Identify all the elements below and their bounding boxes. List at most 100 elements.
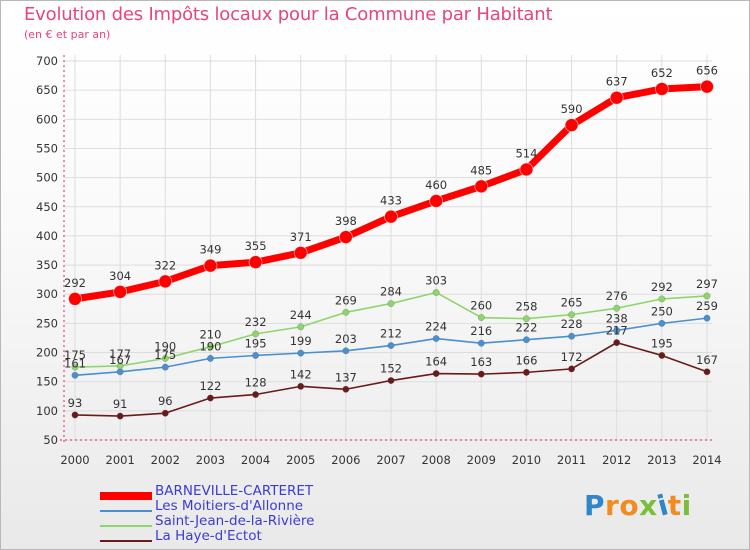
data-point bbox=[568, 365, 576, 373]
data-label: 161 bbox=[64, 356, 86, 370]
data-point bbox=[522, 315, 530, 323]
data-label: 96 bbox=[158, 394, 173, 408]
data-label: 91 bbox=[113, 397, 128, 411]
data-label: 210 bbox=[199, 328, 221, 342]
data-point bbox=[613, 339, 621, 347]
data-label: 244 bbox=[290, 308, 312, 322]
y-tick-label: 50 bbox=[43, 433, 58, 447]
data-point bbox=[564, 118, 579, 133]
legend-swatch-barneville-carteret bbox=[100, 492, 152, 500]
y-tick-label: 450 bbox=[36, 200, 58, 214]
data-label: 152 bbox=[380, 362, 402, 376]
data-label: 656 bbox=[696, 64, 718, 78]
data-label: 228 bbox=[561, 317, 583, 331]
data-point bbox=[71, 411, 79, 419]
data-point bbox=[658, 319, 666, 327]
data-point bbox=[68, 291, 82, 306]
data-label: 216 bbox=[470, 324, 492, 338]
data-point bbox=[158, 274, 173, 289]
data-label: 514 bbox=[515, 146, 537, 160]
data-point bbox=[252, 391, 260, 398]
data-label: 637 bbox=[606, 75, 628, 89]
data-point bbox=[116, 412, 124, 420]
x-tick-label: 2005 bbox=[286, 453, 315, 467]
data-point bbox=[297, 349, 305, 357]
data-point bbox=[522, 336, 530, 344]
x-tick-label: 2014 bbox=[692, 453, 721, 467]
data-label: 304 bbox=[109, 269, 131, 283]
data-label: 164 bbox=[425, 355, 447, 369]
x-tick-label: 2009 bbox=[467, 453, 496, 467]
data-label: 322 bbox=[154, 258, 176, 272]
data-label: 292 bbox=[64, 276, 86, 290]
logo-letter: i bbox=[681, 489, 692, 522]
data-point bbox=[477, 370, 485, 378]
x-tick-label: 2002 bbox=[151, 453, 180, 467]
data-point bbox=[206, 343, 214, 351]
data-label: 195 bbox=[245, 336, 267, 350]
y-tick-label: 700 bbox=[36, 54, 58, 68]
data-label: 167 bbox=[109, 353, 131, 367]
data-point bbox=[658, 295, 666, 303]
proxiti-logo: Proxiti bbox=[584, 488, 692, 522]
data-label: 222 bbox=[515, 321, 537, 335]
data-point bbox=[658, 352, 666, 359]
data-point bbox=[342, 385, 350, 393]
y-tick-label: 550 bbox=[36, 141, 58, 155]
data-point bbox=[116, 368, 124, 376]
data-point bbox=[432, 370, 440, 377]
data-point bbox=[342, 347, 350, 355]
data-point bbox=[252, 330, 260, 338]
chart-subtitle: (en € et par an) bbox=[24, 28, 111, 41]
y-tick-label: 350 bbox=[36, 258, 58, 272]
data-label: 199 bbox=[290, 334, 312, 348]
data-point bbox=[293, 245, 308, 260]
data-point bbox=[477, 339, 485, 347]
data-label: 652 bbox=[651, 66, 673, 80]
data-point bbox=[206, 354, 214, 362]
data-label: 265 bbox=[561, 296, 583, 310]
legend-label: Saint-Jean-de-la-Rivière bbox=[155, 513, 315, 529]
data-point bbox=[568, 332, 576, 340]
data-label: 284 bbox=[380, 285, 402, 299]
data-label: 260 bbox=[470, 299, 492, 313]
data-point bbox=[387, 377, 395, 384]
data-label: 203 bbox=[335, 332, 357, 346]
data-point bbox=[387, 300, 395, 308]
data-label: 232 bbox=[245, 315, 267, 329]
legend-label: BARNEVILLE-CARTERET bbox=[155, 483, 314, 499]
data-point bbox=[252, 352, 260, 359]
data-label: 258 bbox=[515, 300, 537, 314]
data-point bbox=[522, 368, 530, 376]
legend-label: Les Moitiers-d'Allonne bbox=[155, 498, 304, 514]
data-label: 303 bbox=[425, 273, 447, 287]
data-label: 137 bbox=[335, 370, 357, 384]
x-tick-label: 2011 bbox=[557, 453, 586, 467]
x-tick-label: 2003 bbox=[196, 453, 225, 467]
data-label: 190 bbox=[199, 339, 221, 353]
data-label: 93 bbox=[68, 396, 83, 410]
data-point bbox=[248, 255, 263, 270]
data-point bbox=[297, 323, 305, 331]
data-point bbox=[71, 371, 79, 379]
data-label: 297 bbox=[696, 277, 718, 291]
data-point bbox=[113, 284, 128, 299]
data-point bbox=[387, 342, 395, 349]
data-label: 238 bbox=[606, 311, 628, 325]
data-label: 398 bbox=[335, 214, 357, 228]
data-label: 175 bbox=[64, 348, 86, 362]
data-point bbox=[432, 335, 440, 342]
data-label: 250 bbox=[651, 304, 673, 318]
x-tick-label: 2000 bbox=[60, 453, 89, 467]
x-tick-label: 2004 bbox=[241, 453, 270, 467]
data-label: 172 bbox=[561, 350, 583, 364]
data-point bbox=[703, 368, 711, 376]
data-point bbox=[342, 308, 350, 316]
data-label: 166 bbox=[515, 353, 537, 367]
legend-swatch-les-moitiers-d-allonne bbox=[100, 510, 152, 512]
data-point bbox=[568, 311, 576, 319]
y-tick-label: 400 bbox=[36, 229, 58, 243]
data-label: 195 bbox=[651, 336, 673, 350]
data-label: 460 bbox=[425, 178, 447, 192]
